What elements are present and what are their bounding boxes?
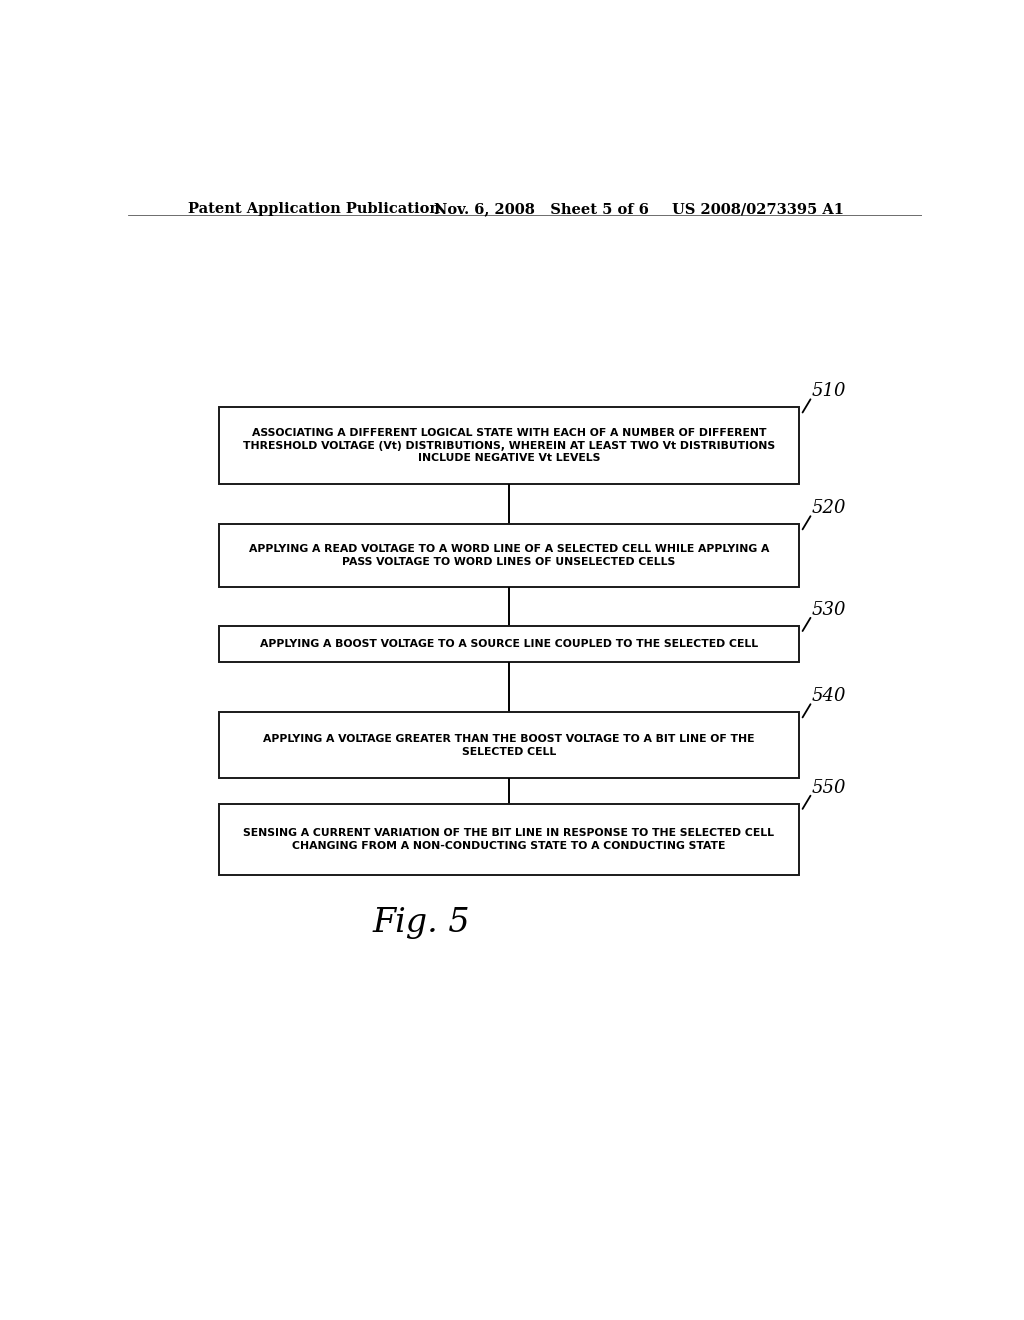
Bar <box>219 408 799 483</box>
Text: 520: 520 <box>812 499 847 517</box>
Text: ASSOCIATING A DIFFERENT LOGICAL STATE WITH EACH OF A NUMBER OF DIFFERENT
THRESHO: ASSOCIATING A DIFFERENT LOGICAL STATE WI… <box>243 428 775 463</box>
Text: 550: 550 <box>812 779 847 797</box>
Bar <box>219 804 799 875</box>
Text: US 2008/0273395 A1: US 2008/0273395 A1 <box>672 202 844 216</box>
Text: 530: 530 <box>812 601 847 619</box>
Text: Patent Application Publication: Patent Application Publication <box>187 202 439 216</box>
Text: 540: 540 <box>812 688 847 705</box>
Bar <box>219 713 799 779</box>
Text: 510: 510 <box>812 383 847 400</box>
Text: SENSING A CURRENT VARIATION OF THE BIT LINE IN RESPONSE TO THE SELECTED CELL
CHA: SENSING A CURRENT VARIATION OF THE BIT L… <box>244 828 774 851</box>
Text: APPLYING A READ VOLTAGE TO A WORD LINE OF A SELECTED CELL WHILE APPLYING A
PASS : APPLYING A READ VOLTAGE TO A WORD LINE O… <box>249 544 769 568</box>
Text: APPLYING A BOOST VOLTAGE TO A SOURCE LINE COUPLED TO THE SELECTED CELL: APPLYING A BOOST VOLTAGE TO A SOURCE LIN… <box>260 639 758 648</box>
Text: Fig. 5: Fig. 5 <box>373 907 470 939</box>
Text: Nov. 6, 2008   Sheet 5 of 6: Nov. 6, 2008 Sheet 5 of 6 <box>433 202 648 216</box>
Bar <box>219 626 799 661</box>
Bar <box>219 524 799 587</box>
Text: APPLYING A VOLTAGE GREATER THAN THE BOOST VOLTAGE TO A BIT LINE OF THE
SELECTED : APPLYING A VOLTAGE GREATER THAN THE BOOS… <box>263 734 755 756</box>
